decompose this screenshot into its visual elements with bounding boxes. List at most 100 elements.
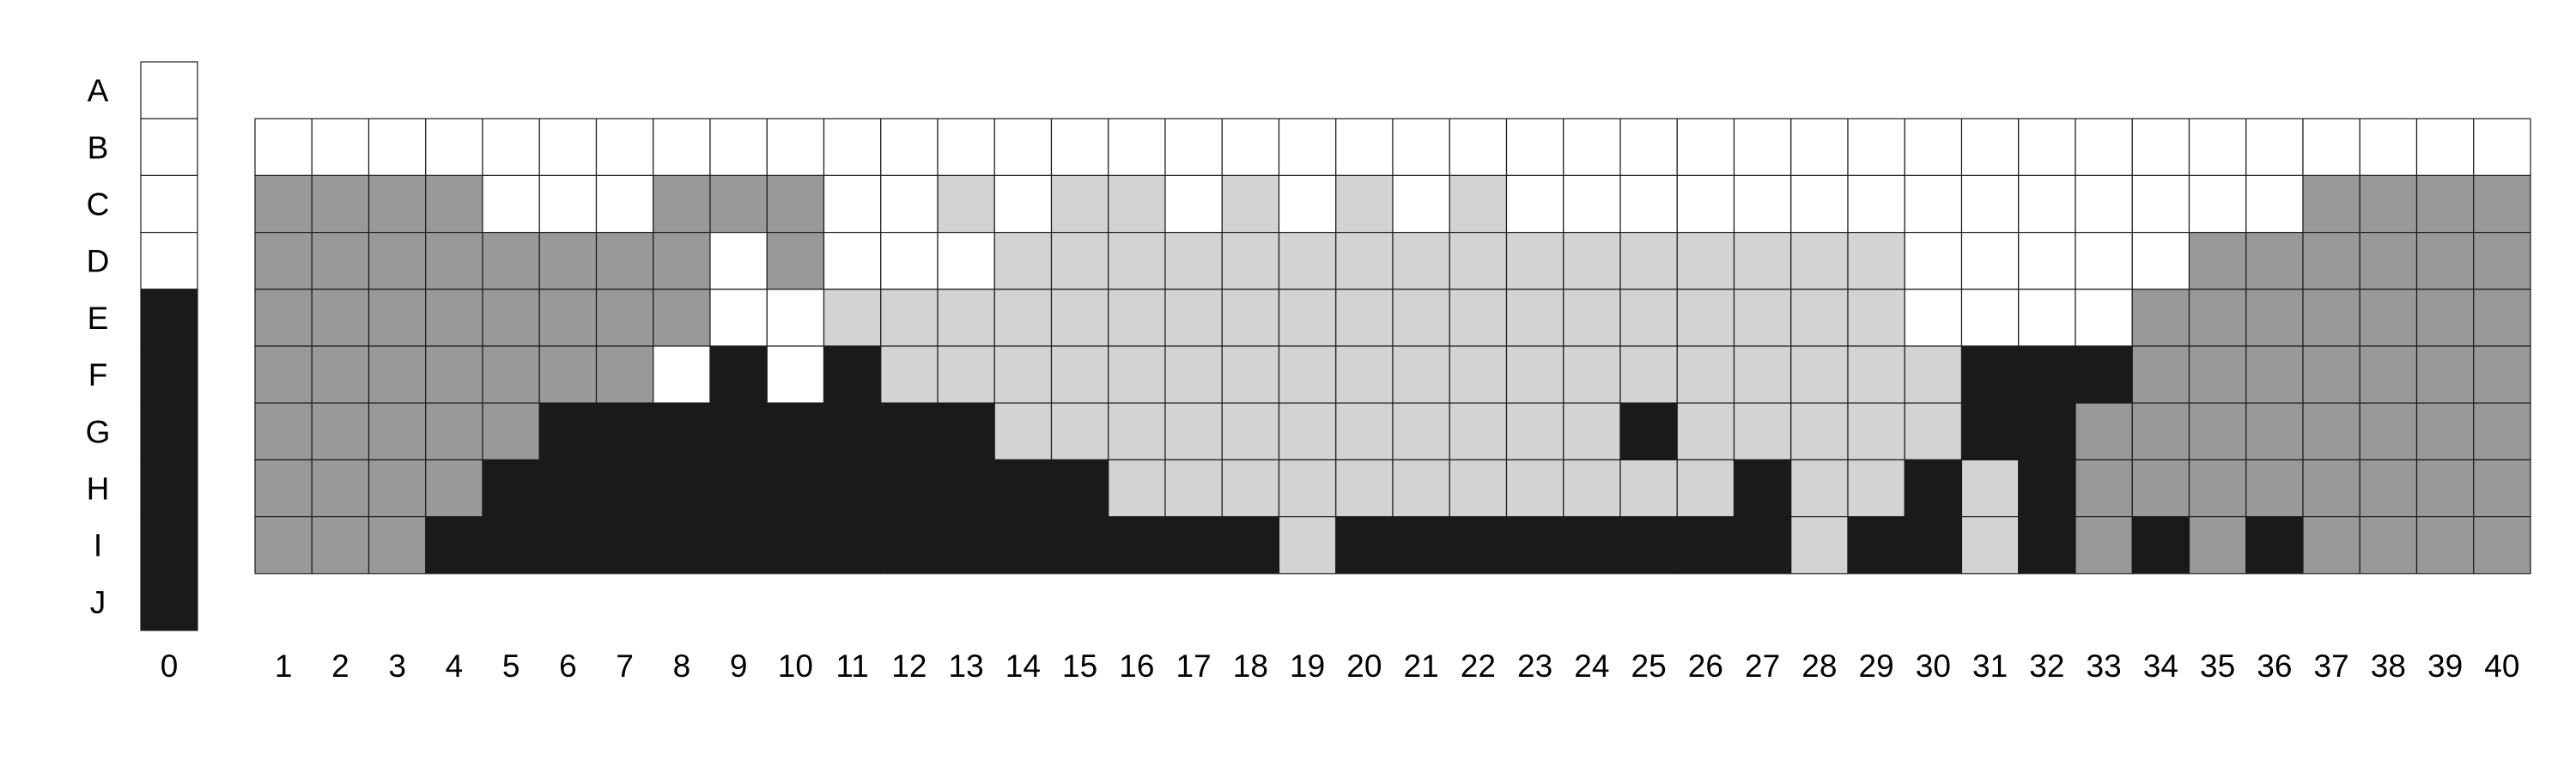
grid-cell xyxy=(311,402,370,461)
grid-cell xyxy=(880,289,939,347)
grid-cell xyxy=(311,289,370,347)
grid-cell xyxy=(311,232,370,290)
grid-cell xyxy=(1278,515,1337,575)
column-label: 5 xyxy=(502,648,520,684)
grid-cell xyxy=(1050,459,1109,518)
grid-cell xyxy=(1847,174,1905,234)
grid-cell xyxy=(2131,289,2190,347)
grid-cell xyxy=(937,174,995,234)
column-label: 4 xyxy=(446,648,464,684)
grid-cell xyxy=(2188,118,2247,176)
grid-cell xyxy=(1505,345,1564,404)
column-label: 24 xyxy=(1574,648,1609,684)
grid-cell xyxy=(2131,232,2190,290)
column-label: 8 xyxy=(673,648,691,684)
grid-cell xyxy=(2188,289,2247,347)
grid-cell xyxy=(2415,515,2475,575)
grid-cell xyxy=(482,345,540,404)
grid-cell xyxy=(1790,402,1849,461)
grid-cell xyxy=(2018,459,2076,518)
grid-cell xyxy=(2302,402,2360,461)
grid-cell xyxy=(311,345,370,404)
grid-cell xyxy=(1392,345,1450,404)
grid-cell xyxy=(2415,118,2475,176)
column-label: 21 xyxy=(1404,648,1439,684)
grid-cell xyxy=(1278,118,1337,176)
grid-cell xyxy=(709,345,768,404)
grid-cell xyxy=(823,345,882,404)
grid-cell xyxy=(937,345,995,404)
column-label: 9 xyxy=(730,648,748,684)
grid-cell xyxy=(482,174,540,234)
grid-cell xyxy=(1050,174,1109,234)
grid-cell xyxy=(1335,289,1394,347)
grid-cell xyxy=(2131,345,2190,404)
grid-cell xyxy=(1619,459,1678,518)
grid-cell xyxy=(1050,118,1109,176)
grid-cell xyxy=(2359,118,2418,176)
grid-cell xyxy=(993,232,1053,290)
grid-cell xyxy=(1563,515,1621,575)
grid-cell xyxy=(880,402,939,461)
grid-cell xyxy=(482,459,540,518)
grid-cell xyxy=(1790,174,1849,234)
grid-cell xyxy=(2188,174,2247,234)
grid-cell xyxy=(1050,402,1109,461)
column-label: 33 xyxy=(2087,648,2122,684)
grid-cell xyxy=(1108,515,1166,575)
grid-cell xyxy=(1449,289,1508,347)
grid-cell xyxy=(425,289,483,347)
grid-cell xyxy=(2018,345,2076,404)
grid-cell xyxy=(1960,515,2020,575)
grid-cell xyxy=(1221,345,1280,404)
grid-cell xyxy=(1676,174,1735,234)
grid-cell xyxy=(1847,402,1905,461)
grid-cell xyxy=(2188,402,2247,461)
grid-cell xyxy=(2473,289,2531,347)
row-label: D xyxy=(87,244,110,279)
grid-cell xyxy=(1904,174,1963,234)
grid-cell xyxy=(1847,345,1905,404)
grid-cell xyxy=(254,345,313,404)
grid-cell xyxy=(595,232,654,290)
grid-cell xyxy=(937,232,995,290)
grid-cell xyxy=(2245,289,2304,347)
grid-cell xyxy=(1221,402,1280,461)
grid-cell xyxy=(1619,515,1678,575)
grid-cell xyxy=(538,459,598,518)
grid-cell xyxy=(1335,515,1394,575)
column-label: 7 xyxy=(616,648,634,684)
grid-cell xyxy=(993,402,1053,461)
grid-cell xyxy=(595,515,654,575)
grid-cell xyxy=(653,174,711,234)
grid-cell xyxy=(2473,174,2531,234)
column-label: 14 xyxy=(1005,648,1041,684)
grid-cell xyxy=(595,174,654,234)
grid-cell xyxy=(2075,345,2133,404)
grid-cell xyxy=(2245,515,2304,575)
grid-cell xyxy=(1449,459,1508,518)
row-label: A xyxy=(88,73,109,108)
grid-cell xyxy=(1505,289,1564,347)
grid-cell xyxy=(823,289,882,347)
grid-cell xyxy=(653,515,711,575)
grid-cell xyxy=(1904,118,1963,176)
grid-cell xyxy=(1790,345,1849,404)
grid-cell xyxy=(1733,232,1792,290)
grid-cell xyxy=(368,402,427,461)
grid-cell xyxy=(2188,232,2247,290)
grid-cell xyxy=(2075,289,2133,347)
grid-cell xyxy=(311,459,370,518)
grid-cell xyxy=(766,232,825,290)
grid-cell xyxy=(1960,174,2020,234)
grid-cell xyxy=(2245,232,2304,290)
column-label: 1 xyxy=(275,648,293,684)
grid-cell xyxy=(1960,118,2020,176)
grid-cell xyxy=(2415,174,2475,234)
grid-cell xyxy=(766,459,825,518)
grid-cell xyxy=(311,515,370,575)
grid-cell xyxy=(653,118,711,176)
grid-cell xyxy=(2245,345,2304,404)
grid-cell xyxy=(1335,174,1394,234)
